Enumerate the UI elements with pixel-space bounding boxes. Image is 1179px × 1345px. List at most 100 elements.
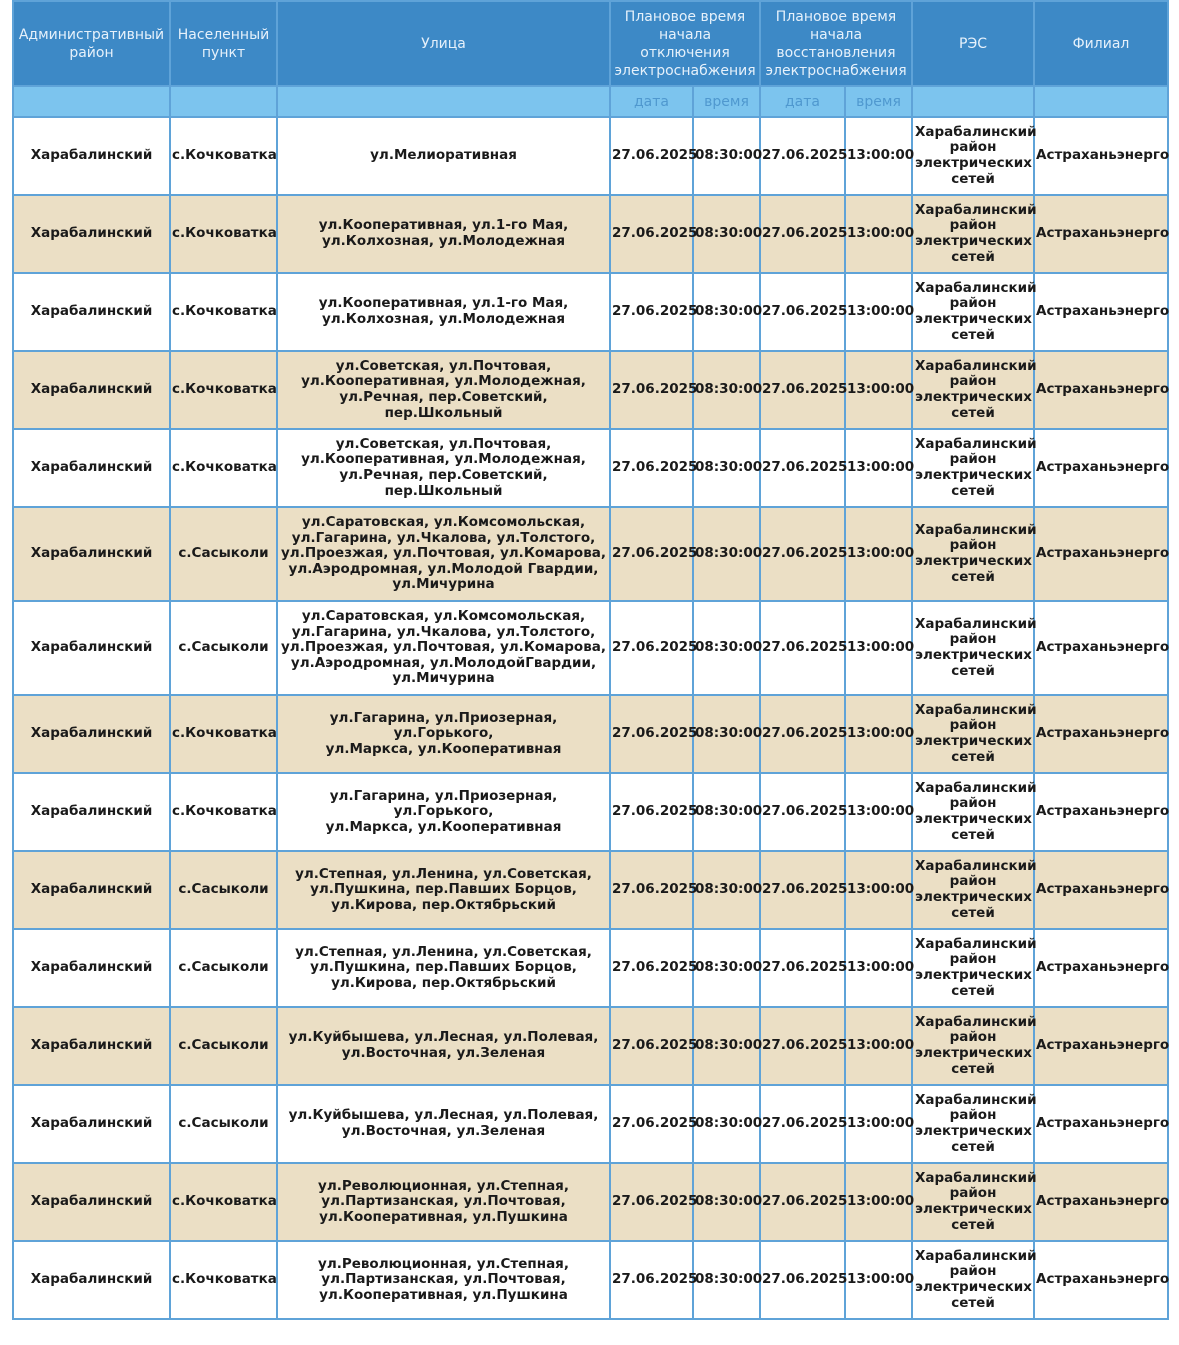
- on-time-cell: 13:00:00: [844, 194, 914, 274]
- off-time-cell: 08:30:00: [692, 272, 762, 352]
- locality-cell: с.Сасыколи: [169, 1084, 278, 1164]
- locality-cell: с.Кочковатка: [169, 350, 278, 430]
- table-row: Харабалинский с.Сасыколи ул.Куйбышева, ул.…: [12, 1006, 1169, 1086]
- on-date-cell: 27.06.2025: [759, 1162, 847, 1242]
- on-time-cell: 13:00:00: [844, 694, 914, 774]
- on-time-cell: 13:00:00: [844, 1084, 914, 1164]
- district-cell: Харабалинский: [12, 1006, 171, 1086]
- street-cell: ул.Степная, ул.Ленина, ул.Советская, ул.…: [276, 928, 611, 1008]
- on-time-cell: 13:00:00: [844, 350, 914, 430]
- subheader-off-time: время: [692, 85, 761, 118]
- res-cell: Харабалинский район электрических сетей: [911, 194, 1037, 274]
- table-row: Харабалинский с.Сасыколи ул.Саратовская, у…: [12, 600, 1169, 696]
- on-time-cell: 13:00:00: [844, 928, 914, 1008]
- on-time-cell: 13:00:00: [844, 772, 914, 852]
- street-cell: ул.Куйбышева, ул.Лесная, ул.Полевая, ул.…: [276, 1084, 611, 1164]
- street-cell: ул.Саратовская, ул.Комсомольская, ул.Гаг…: [276, 506, 611, 602]
- subheader-row: дата время дата время: [12, 85, 1169, 118]
- district-cell: Харабалинский: [12, 600, 171, 696]
- on-time-cell: 13:00:00: [844, 850, 914, 930]
- branch-cell: Астраханьэнерго: [1033, 600, 1169, 696]
- district-cell: Харабалинский: [12, 1162, 171, 1242]
- subheader-empty: [169, 85, 278, 118]
- on-time-cell: 13:00:00: [844, 1240, 914, 1320]
- off-time-cell: 08:30:00: [692, 772, 762, 852]
- off-date-cell: 27.06.2025: [609, 350, 697, 430]
- locality-cell: с.Кочковатка: [169, 272, 278, 352]
- on-date-cell: 27.06.2025: [759, 506, 847, 602]
- table-row: Харабалинский с.Кочковатка ул.Кооперативна…: [12, 272, 1169, 352]
- locality-cell: с.Кочковатка: [169, 772, 278, 852]
- district-cell: Харабалинский: [12, 1240, 171, 1320]
- off-date-cell: 27.06.2025: [609, 928, 697, 1008]
- branch-cell: Астраханьэнерго: [1033, 272, 1169, 352]
- on-date-cell: 27.06.2025: [759, 694, 847, 774]
- branch-cell: Астраханьэнерго: [1033, 194, 1169, 274]
- on-date-cell: 27.06.2025: [759, 350, 847, 430]
- district-cell: Харабалинский: [12, 928, 171, 1008]
- res-cell: Харабалинский район электрических сетей: [911, 694, 1037, 774]
- street-cell: ул.Кооперативная, ул.1-го Мая, ул.Колхоз…: [276, 194, 611, 274]
- off-time-cell: 08:30:00: [692, 928, 762, 1008]
- res-cell: Харабалинский район электрических сетей: [911, 272, 1037, 352]
- on-date-cell: 27.06.2025: [759, 772, 847, 852]
- locality-cell: с.Кочковатка: [169, 1162, 278, 1242]
- res-cell: Харабалинский район электрических сетей: [911, 1006, 1037, 1086]
- street-cell: ул.Мелиоративная: [276, 116, 611, 196]
- table-row: Харабалинский с.Кочковатка ул.Революционна…: [12, 1240, 1169, 1320]
- res-cell: Харабалинский район электрических сетей: [911, 1240, 1037, 1320]
- on-time-cell: 13:00:00: [844, 272, 914, 352]
- off-date-cell: 27.06.2025: [609, 1240, 697, 1320]
- subheader-empty: [12, 85, 171, 118]
- on-time-cell: 13:00:00: [844, 506, 914, 602]
- district-cell: Харабалинский: [12, 272, 171, 352]
- header-res: РЭС: [911, 0, 1035, 87]
- street-cell: ул.Гагарина, ул.Приозерная, ул.Горького,…: [276, 772, 611, 852]
- off-time-cell: 08:30:00: [692, 600, 762, 696]
- street-cell: ул.Куйбышева, ул.Лесная, ул.Полевая, ул.…: [276, 1006, 611, 1086]
- district-cell: Харабалинский: [12, 350, 171, 430]
- res-cell: Харабалинский район электрических сетей: [911, 600, 1037, 696]
- res-cell: Харабалинский район электрических сетей: [911, 1084, 1037, 1164]
- on-time-cell: 13:00:00: [844, 600, 914, 696]
- res-cell: Харабалинский район электрических сетей: [911, 506, 1037, 602]
- locality-cell: с.Кочковатка: [169, 194, 278, 274]
- header-row: Административный район Населенный пункт …: [12, 0, 1169, 87]
- off-date-cell: 27.06.2025: [609, 428, 697, 508]
- off-time-cell: 08:30:00: [692, 116, 762, 196]
- subheader-on-date: дата: [759, 85, 846, 118]
- header-on-time: Плановое время начала восстановления эле…: [759, 0, 913, 87]
- district-cell: Харабалинский: [12, 116, 171, 196]
- street-cell: ул.Советская, ул.Почтовая, ул.Кооператив…: [276, 350, 611, 430]
- locality-cell: с.Сасыколи: [169, 1006, 278, 1086]
- branch-cell: Астраханьэнерго: [1033, 850, 1169, 930]
- res-cell: Харабалинский район электрических сетей: [911, 116, 1037, 196]
- locality-cell: с.Кочковатка: [169, 1240, 278, 1320]
- on-time-cell: 13:00:00: [844, 1162, 914, 1242]
- off-time-cell: 08:30:00: [692, 694, 762, 774]
- on-date-cell: 27.06.2025: [759, 272, 847, 352]
- street-cell: ул.Гагарина, ул.Приозерная, ул.Горького,…: [276, 694, 611, 774]
- on-date-cell: 27.06.2025: [759, 428, 847, 508]
- off-time-cell: 08:30:00: [692, 194, 762, 274]
- header-off-time: Плановое время начала отключения электро…: [609, 0, 761, 87]
- branch-cell: Астраханьэнерго: [1033, 1084, 1169, 1164]
- on-time-cell: 13:00:00: [844, 428, 914, 508]
- outage-schedule-table: Административный район Населенный пункт …: [12, 0, 1169, 1320]
- off-date-cell: 27.06.2025: [609, 1084, 697, 1164]
- on-time-cell: 13:00:00: [844, 116, 914, 196]
- on-date-cell: 27.06.2025: [759, 928, 847, 1008]
- branch-cell: Астраханьэнерго: [1033, 1240, 1169, 1320]
- table-row: Харабалинский с.Кочковатка ул.Советская, у…: [12, 428, 1169, 508]
- street-cell: ул.Саратовская, ул.Комсомольская, ул.Гаг…: [276, 600, 611, 696]
- table-row: Харабалинский с.Кочковатка ул.Революционна…: [12, 1162, 1169, 1242]
- branch-cell: Астраханьэнерго: [1033, 428, 1169, 508]
- off-date-cell: 27.06.2025: [609, 772, 697, 852]
- on-date-cell: 27.06.2025: [759, 1240, 847, 1320]
- subheader-off-date: дата: [609, 85, 694, 118]
- off-date-cell: 27.06.2025: [609, 850, 697, 930]
- locality-cell: с.Сасыколи: [169, 928, 278, 1008]
- table-row: Харабалинский с.Кочковатка ул.Гагарина, ул…: [12, 694, 1169, 774]
- off-time-cell: 08:30:00: [692, 850, 762, 930]
- on-date-cell: 27.06.2025: [759, 850, 847, 930]
